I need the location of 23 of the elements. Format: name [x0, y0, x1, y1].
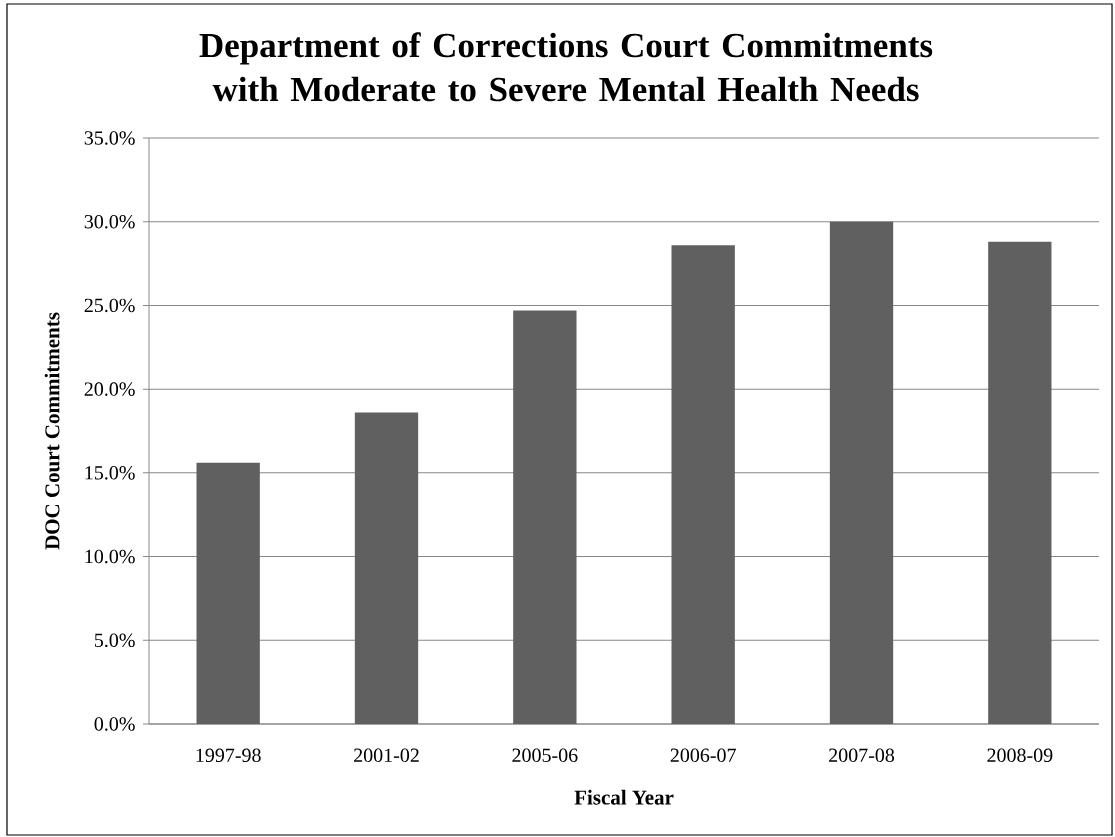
x-tick-label: 2008-09: [987, 748, 1053, 763]
y-tick-label: 15.0%: [85, 466, 135, 480]
x-tick-label: 2005-06: [512, 748, 578, 763]
bar: [354, 412, 419, 724]
bar: [988, 241, 1052, 724]
x-tick-label: 2001-02: [354, 748, 419, 763]
bar: [829, 221, 894, 724]
x-axis-title: Fiscal Year: [574, 789, 674, 805]
y-tick-label: 30.0%: [84, 214, 135, 229]
y-tick-label: 25.0%: [84, 298, 135, 313]
x-tick-label: 2007-08: [829, 748, 895, 763]
y-tick-label: 0.0%: [94, 717, 135, 731]
x-tick-label: 1997-98: [196, 748, 261, 763]
y-tick-label: 5.0%: [94, 633, 135, 648]
bar: [671, 245, 735, 724]
bar: [196, 462, 260, 724]
y-tick-label: 10.0%: [85, 549, 135, 564]
chart-title: Department of Corrections Court Commitments with Moderate to Severe Mental Health Needs: [199, 32, 933, 102]
y-axis-title: DOC Court Commitments: [44, 312, 60, 550]
y-tick-label: 35.0%: [84, 131, 135, 145]
bar: [513, 310, 577, 724]
x-tick-label: 2006-07: [670, 748, 736, 763]
y-tick-label: 20.0%: [84, 382, 135, 396]
